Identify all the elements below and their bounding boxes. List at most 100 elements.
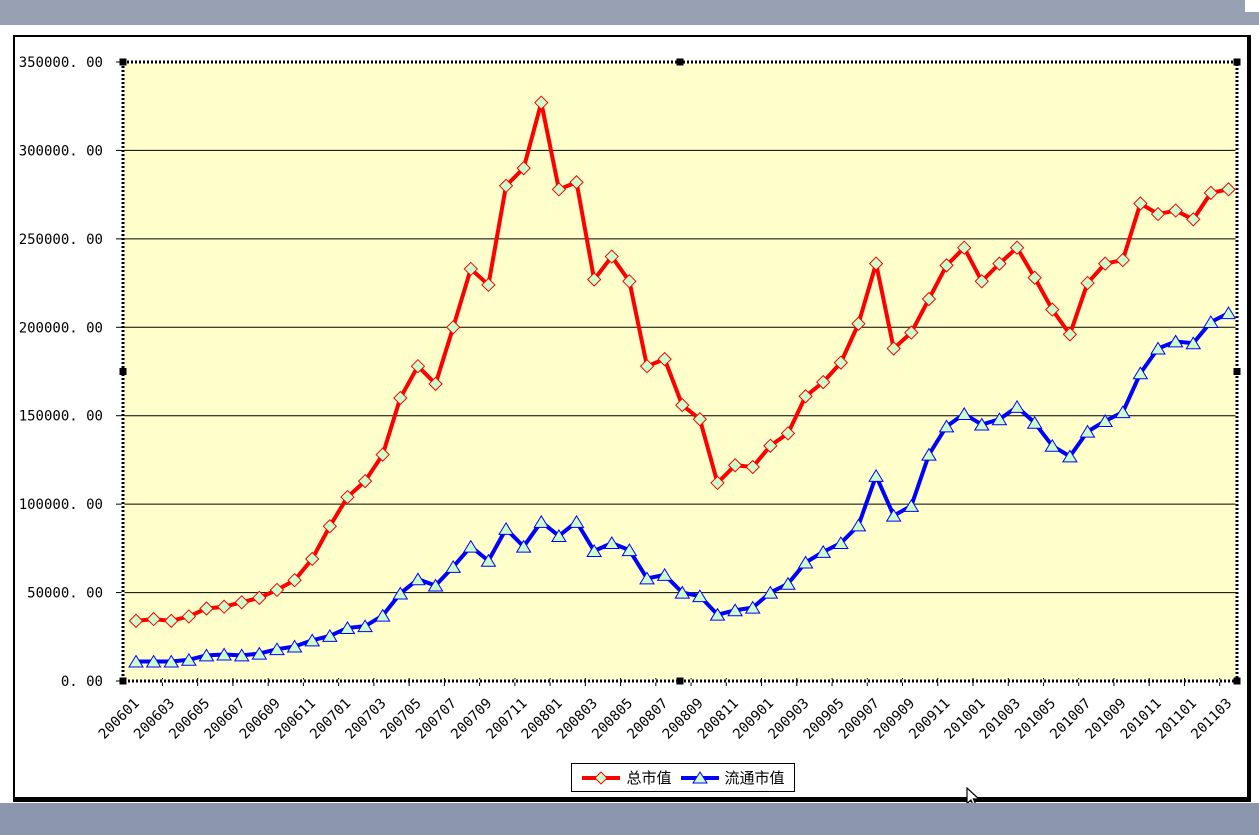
data-point-marker-diamond[interactable] bbox=[657, 351, 672, 367]
data-point-marker-diamond[interactable] bbox=[357, 473, 373, 489]
data-point-marker-diamond[interactable] bbox=[340, 489, 355, 505]
data-point-marker-triangle[interactable] bbox=[1079, 424, 1096, 438]
data-point-marker-diamond[interactable] bbox=[1009, 240, 1025, 255]
data-point-marker-diamond[interactable] bbox=[410, 358, 426, 374]
data-point-marker-triangle[interactable] bbox=[1220, 306, 1237, 320]
data-point-marker-diamond[interactable] bbox=[1115, 252, 1130, 268]
data-point-marker-triangle[interactable] bbox=[1202, 315, 1219, 328]
data-point-marker-diamond[interactable] bbox=[1150, 206, 1166, 222]
data-point-marker-triangle[interactable] bbox=[744, 600, 761, 614]
data-point-marker-diamond[interactable] bbox=[939, 258, 954, 273]
data-point-marker-diamond[interactable] bbox=[481, 277, 496, 293]
data-point-marker-diamond[interactable] bbox=[780, 426, 796, 441]
data-point-marker-diamond[interactable] bbox=[516, 160, 531, 176]
selection-handle[interactable] bbox=[1233, 677, 1241, 685]
data-point-marker-triangle[interactable] bbox=[621, 543, 638, 557]
data-point-marker-triangle[interactable] bbox=[1167, 334, 1184, 348]
data-point-marker-diamond[interactable] bbox=[956, 240, 972, 255]
data-point-marker-triangle[interactable] bbox=[709, 607, 726, 621]
legend-item-total-market-cap[interactable]: 总市值 bbox=[581, 767, 672, 788]
data-point-marker-triangle[interactable] bbox=[145, 654, 162, 668]
data-point-marker-triangle[interactable] bbox=[691, 589, 708, 603]
data-point-marker-triangle[interactable] bbox=[832, 536, 849, 550]
data-point-marker-diamond[interactable] bbox=[886, 341, 901, 356]
data-point-marker-triangle[interactable] bbox=[498, 521, 514, 535]
data-point-marker-diamond[interactable] bbox=[305, 551, 320, 567]
data-point-marker-diamond[interactable] bbox=[692, 412, 708, 427]
data-point-marker-diamond[interactable] bbox=[974, 274, 990, 289]
data-point-marker-diamond[interactable] bbox=[1133, 196, 1148, 211]
data-point-marker-triangle[interactable] bbox=[991, 412, 1008, 426]
data-point-marker-diamond[interactable] bbox=[498, 178, 514, 194]
data-point-marker-diamond[interactable] bbox=[375, 447, 390, 462]
data-point-marker-diamond[interactable] bbox=[269, 582, 285, 598]
data-point-marker-diamond[interactable] bbox=[569, 175, 584, 190]
data-point-marker-triangle[interactable] bbox=[586, 544, 603, 558]
selection-handle[interactable] bbox=[119, 677, 127, 685]
data-point-marker-triangle[interactable] bbox=[903, 498, 920, 512]
data-point-marker-triangle[interactable] bbox=[392, 586, 409, 600]
data-point-marker-triangle[interactable] bbox=[1150, 341, 1166, 355]
data-point-marker-diamond[interactable] bbox=[833, 355, 849, 370]
data-point-marker-diamond[interactable] bbox=[1045, 302, 1060, 317]
selection-handle[interactable] bbox=[1233, 58, 1241, 66]
data-point-marker-diamond[interactable] bbox=[199, 601, 214, 616]
data-point-marker-triangle[interactable] bbox=[850, 518, 867, 532]
data-point-marker-diamond[interactable] bbox=[181, 609, 197, 624]
data-point-marker-diamond[interactable] bbox=[393, 390, 408, 406]
data-point-marker-triangle[interactable] bbox=[1114, 405, 1131, 419]
data-point-marker-diamond[interactable] bbox=[1097, 256, 1113, 271]
data-point-marker-diamond[interactable] bbox=[622, 274, 637, 289]
data-point-marker-triangle[interactable] bbox=[1185, 336, 1202, 350]
data-point-marker-diamond[interactable] bbox=[1027, 270, 1042, 285]
data-point-marker-diamond[interactable] bbox=[586, 272, 602, 287]
data-point-marker-diamond[interactable] bbox=[428, 376, 443, 392]
selection-handle[interactable] bbox=[1233, 368, 1241, 375]
data-point-marker-triangle[interactable] bbox=[973, 417, 990, 431]
data-point-marker-triangle[interactable] bbox=[533, 514, 550, 528]
data-point-marker-diamond[interactable] bbox=[1168, 203, 1183, 218]
data-point-marker-triangle[interactable] bbox=[1062, 449, 1078, 463]
data-point-marker-triangle[interactable] bbox=[1132, 366, 1149, 380]
data-point-marker-triangle[interactable] bbox=[480, 553, 497, 567]
data-point-marker-triangle[interactable] bbox=[374, 608, 391, 622]
data-point-marker-triangle[interactable] bbox=[727, 603, 744, 617]
data-point-marker-diamond[interactable] bbox=[287, 572, 302, 588]
data-point-marker-triangle[interactable] bbox=[321, 628, 338, 642]
data-point-marker-triangle[interactable] bbox=[797, 555, 814, 569]
plot-area[interactable] bbox=[123, 62, 1237, 681]
data-point-marker-diamond[interactable] bbox=[216, 599, 232, 614]
data-point-marker-triangle[interactable] bbox=[462, 539, 479, 553]
data-point-marker-triangle[interactable] bbox=[251, 646, 268, 660]
data-point-marker-triangle[interactable] bbox=[339, 620, 356, 634]
data-point-marker-triangle[interactable] bbox=[269, 642, 285, 656]
data-point-marker-triangle[interactable] bbox=[515, 539, 532, 553]
data-point-marker-triangle[interactable] bbox=[868, 468, 884, 482]
data-point-marker-triangle[interactable] bbox=[780, 576, 796, 590]
data-point-marker-triangle[interactable] bbox=[128, 654, 144, 668]
data-point-marker-triangle[interactable] bbox=[198, 648, 215, 662]
data-point-marker-triangle[interactable] bbox=[304, 633, 321, 647]
data-point-marker-diamond[interactable] bbox=[921, 291, 937, 307]
selection-handle[interactable] bbox=[676, 58, 684, 66]
data-point-marker-triangle[interactable] bbox=[163, 654, 180, 668]
data-point-marker-diamond[interactable] bbox=[868, 256, 884, 271]
data-point-marker-diamond[interactable] bbox=[1062, 327, 1078, 342]
data-point-marker-triangle[interactable] bbox=[1009, 399, 1025, 413]
data-point-marker-diamond[interactable] bbox=[551, 182, 567, 197]
data-point-marker-triangle[interactable] bbox=[1026, 415, 1043, 429]
legend-item-float-market-cap[interactable]: 流通市值 bbox=[680, 767, 785, 788]
data-point-marker-diamond[interactable] bbox=[851, 316, 866, 331]
data-point-marker-triangle[interactable] bbox=[427, 578, 444, 592]
data-point-marker-diamond[interactable] bbox=[1203, 185, 1219, 201]
data-point-marker-diamond[interactable] bbox=[1186, 212, 1201, 227]
data-point-marker-diamond[interactable] bbox=[798, 389, 813, 404]
data-point-marker-diamond[interactable] bbox=[463, 261, 479, 277]
data-point-marker-diamond[interactable] bbox=[763, 438, 778, 453]
data-point-marker-triangle[interactable] bbox=[639, 571, 655, 585]
data-point-marker-diamond[interactable] bbox=[252, 590, 267, 606]
selection-handle[interactable] bbox=[119, 368, 127, 375]
data-point-marker-diamond[interactable] bbox=[745, 459, 760, 475]
data-point-marker-diamond[interactable] bbox=[639, 358, 655, 374]
